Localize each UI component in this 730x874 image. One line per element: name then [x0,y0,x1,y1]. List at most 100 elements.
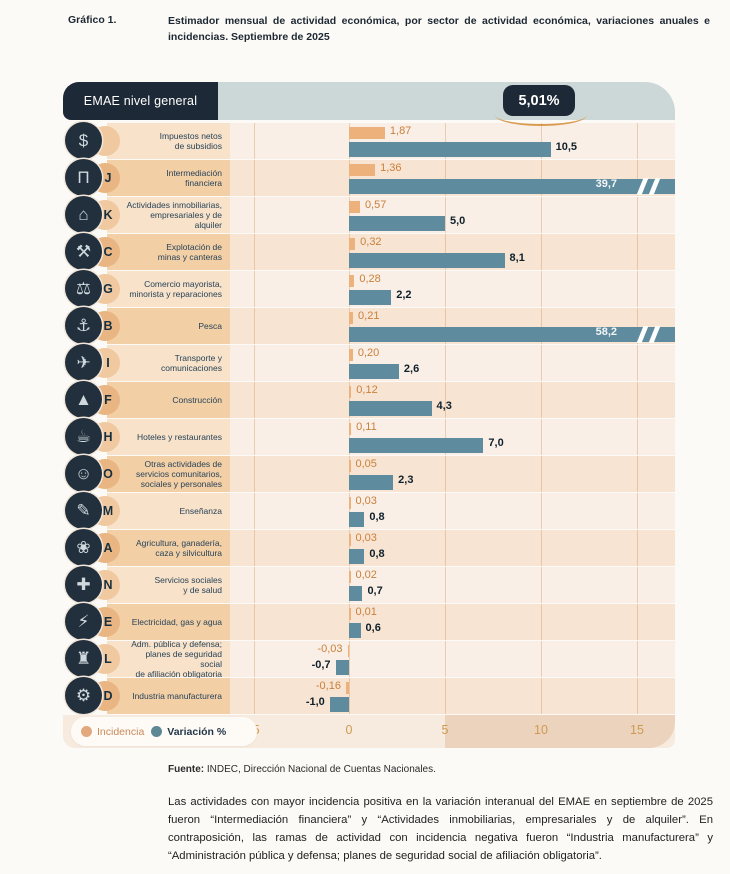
variacion-bar [349,179,675,194]
gridline [349,345,350,381]
sector-icon-cell: ⚙ [63,677,107,714]
gridline [637,234,638,270]
sector-label: Hoteles y restaurantes [136,431,222,442]
manufacturing-icon: ⚙ [65,677,102,714]
sector-label-cell: F Construcción [90,382,230,418]
gridline [541,308,542,344]
gridline [637,271,638,307]
gridline [541,678,542,714]
source-label: Fuente: [168,764,205,775]
gridline [254,530,255,566]
sector-row: ☕ H Hoteles y restaurantes 0,11 7,0 [63,418,675,455]
variacion-value: -1,0 [305,696,325,708]
sector-label: Servicios sociales y de salud [154,574,222,595]
incidencia-value: 0,12 [356,384,378,396]
gridline [637,419,638,455]
incidencia-value: 0,57 [364,199,387,211]
sector-icon-cell: Π [63,159,107,196]
emae-chart-panel: EMAE nivel general 5,01% $ Impuestos neto… [63,82,675,748]
gridline [541,345,542,381]
gridline [254,160,255,196]
sector-label: Pesca [198,320,222,331]
sector-icon-cell: ⌂ [63,196,107,233]
sector-icon-cell: ✚ [63,566,107,603]
sector-row: ✎ M Enseñanza 0,03 0,8 [63,492,675,529]
gridline [254,123,255,159]
gridline [349,197,350,233]
bar-area: 0,05 2,3 [230,456,675,492]
sector-letter: F [104,393,112,407]
variacion-bar [349,327,675,342]
fishing-icon: ⚓ [65,307,102,344]
gridline [349,641,350,677]
sector-letter: A [103,541,113,555]
chart-rows: $ Impuestos netos de subsidios 1,87 10,5 Π J I… [63,122,675,714]
gridline [541,382,542,418]
gridline [254,567,255,603]
incidencia-bar [347,645,349,657]
gridline [541,567,542,603]
incidencia-value: 1,87 [389,125,412,137]
incidencia-bar [349,497,351,509]
figure-title: Estimador mensual de actividad económica… [168,15,710,43]
gridline [349,604,350,640]
emae-header-label: EMAE nivel general [63,82,218,120]
hotel-icon: ☕ [65,418,102,455]
sector-icon-cell: ⚒ [63,233,107,270]
x-tick-15: 15 [630,723,644,737]
incidencia-value: 0,20 [357,347,380,359]
incidencia-bar [349,312,354,324]
variacion-bar [349,475,394,490]
gridline [445,678,446,714]
sector-icon-cell: ⚡ [63,603,107,640]
sector-label: Agricultura, ganadería, caza y silvicult… [136,537,222,558]
incidencia-value: -0,16 [315,680,341,692]
variacion-value: 0,7 [367,585,383,597]
incidencia-value: 0,05 [355,458,377,470]
variacion-bar [349,512,365,527]
gridline [445,493,446,529]
sector-letter: M [102,504,114,518]
health-icon: ✚ [65,566,102,603]
commerce-icon: ⚖ [65,270,102,307]
gridline [637,641,638,677]
gridline [445,160,446,196]
chart-header-strip: 5,01% [218,82,675,126]
gridline [637,382,638,418]
sector-icon-cell: ⚓ [63,307,107,344]
variacion-dot-icon [151,726,163,737]
sector-row: ✚ N Servicios sociales y de salud 0,02 0,7 [63,566,675,603]
sector-label: Construcción [172,394,222,405]
incidencia-bar [349,127,385,139]
gridline [637,567,638,603]
sector-row: ⚖ G Comercio mayorista, minorista y repara… [63,270,675,307]
public-admin-icon: ♜ [65,640,102,677]
gridline [445,641,446,677]
gridline [254,419,255,455]
gridline [349,567,350,603]
sector-icon-cell: ▲ [63,381,107,418]
sector-label-cell: N Servicios sociales y de salud [90,567,230,603]
sector-row: ⚡ E Electricidad, gas y agua 0,01 0,6 [63,603,675,640]
incidencia-bar [349,238,356,250]
variacion-value: 8,1 [509,252,525,264]
gridline [541,197,542,233]
gridline [637,604,638,640]
gridline [445,456,446,492]
bar-area: 1,36 39,7 [230,160,675,196]
construction-icon: ▲ [65,381,102,418]
gridline [541,493,542,529]
sector-label: Impuestos netos de subsidios [159,130,222,151]
sector-letter: H [103,430,113,444]
sector-label: Adm. pública y defensa; planes de seguri… [131,638,222,680]
sector-label: Comercio mayorista, minorista y reparaci… [129,278,222,299]
sector-label-cell: G Comercio mayorista, minorista y reparac… [90,271,230,307]
gridline [445,271,446,307]
legend-incidencia: Incidencia [81,726,144,738]
gridline [541,604,542,640]
gridline [541,530,542,566]
gridline [254,604,255,640]
sector-label-cell: D Industria manufacturera [90,678,230,714]
variacion-value: 2,2 [396,289,412,301]
source-line: Fuente: INDEC, Dirección Nacional de Cue… [168,764,436,775]
